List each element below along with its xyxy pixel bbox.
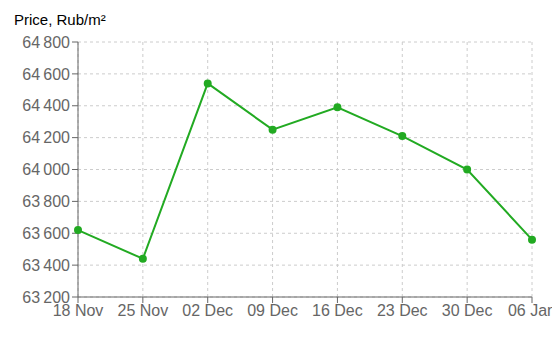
svg-text:16 Dec: 16 Dec [312,302,363,319]
html-text:Price, Rub/m²: Price, Rub/m² [14,11,106,28]
svg-text:63 400: 63 400 [22,257,70,274]
svg-text:63 600: 63 600 [22,225,70,242]
svg-text:09 Dec: 09 Dec [247,302,298,319]
svg-text:63 200: 63 200 [22,289,70,306]
svg-text:30 Dec: 30 Dec [442,302,493,319]
svg-text:25 Nov: 25 Nov [118,302,169,319]
svg-text:18 Nov: 18 Nov [52,302,104,320]
svg-text:02 Dec: 02 Dec [182,302,233,319]
svg-text:06 Jan: 06 Jan [508,302,552,319]
svg-text:64 000: 64 000 [22,161,70,178]
svg-text:64 600: 64 600 [22,66,70,83]
svg-text:64 400: 64 400 [22,97,70,114]
svg-text:64 800: 64 800 [22,34,70,51]
svg-text:23 Dec: 23 Dec [377,302,428,319]
svg-text:64 200: 64 200 [22,129,70,146]
svg-text:63 800: 63 800 [22,193,70,210]
